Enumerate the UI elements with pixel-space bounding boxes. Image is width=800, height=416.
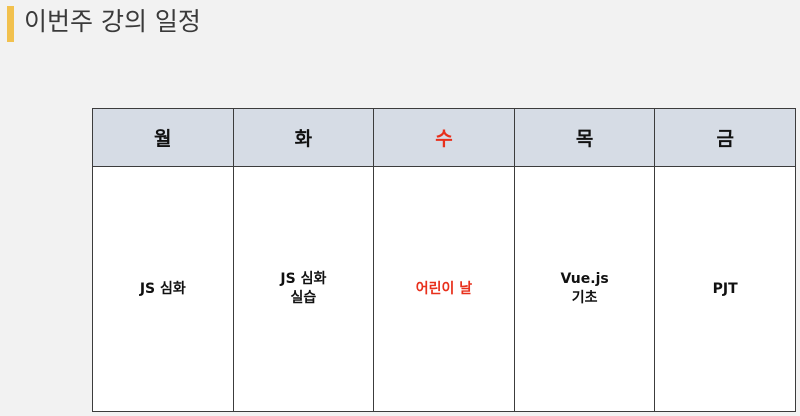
- weekly-schedule-table: 월 화 수 목 금 JS 심화 JS 심화 실습 어린이 날: [92, 108, 796, 412]
- lecture-cell-mon: JS 심화: [92, 166, 234, 412]
- day-header-tue: 화: [232, 108, 375, 167]
- lecture-cell-tue: JS 심화 실습: [232, 166, 375, 412]
- slide-title: 이번주 강의 일정: [24, 7, 201, 36]
- day-header-thu: 목: [513, 108, 656, 167]
- lecture-text: JS 심화: [280, 271, 327, 287]
- lecture-text: JS 심화: [139, 280, 186, 297]
- holiday-text: 어린이 날: [415, 280, 473, 297]
- title-accent-bar: [7, 6, 14, 42]
- day-header-fri: 금: [654, 108, 796, 167]
- lecture-text: Vue.js: [560, 271, 609, 287]
- lecture-cell-fri: PJT: [654, 166, 796, 412]
- lecture-cell-wed: 어린이 날: [373, 166, 515, 412]
- lecture-text: PJT: [712, 280, 738, 297]
- lecture-cell-thu: Vue.js 기초: [513, 166, 656, 412]
- day-header-mon: 월: [92, 108, 234, 167]
- day-header-row: 월 화 수 목 금: [92, 108, 796, 167]
- day-header-wed: 수: [373, 108, 515, 167]
- lecture-text: 실습: [290, 290, 317, 306]
- lecture-text: 기초: [571, 290, 598, 306]
- lecture-row: JS 심화 JS 심화 실습 어린이 날 Vue.js 기초 PJT: [92, 166, 796, 412]
